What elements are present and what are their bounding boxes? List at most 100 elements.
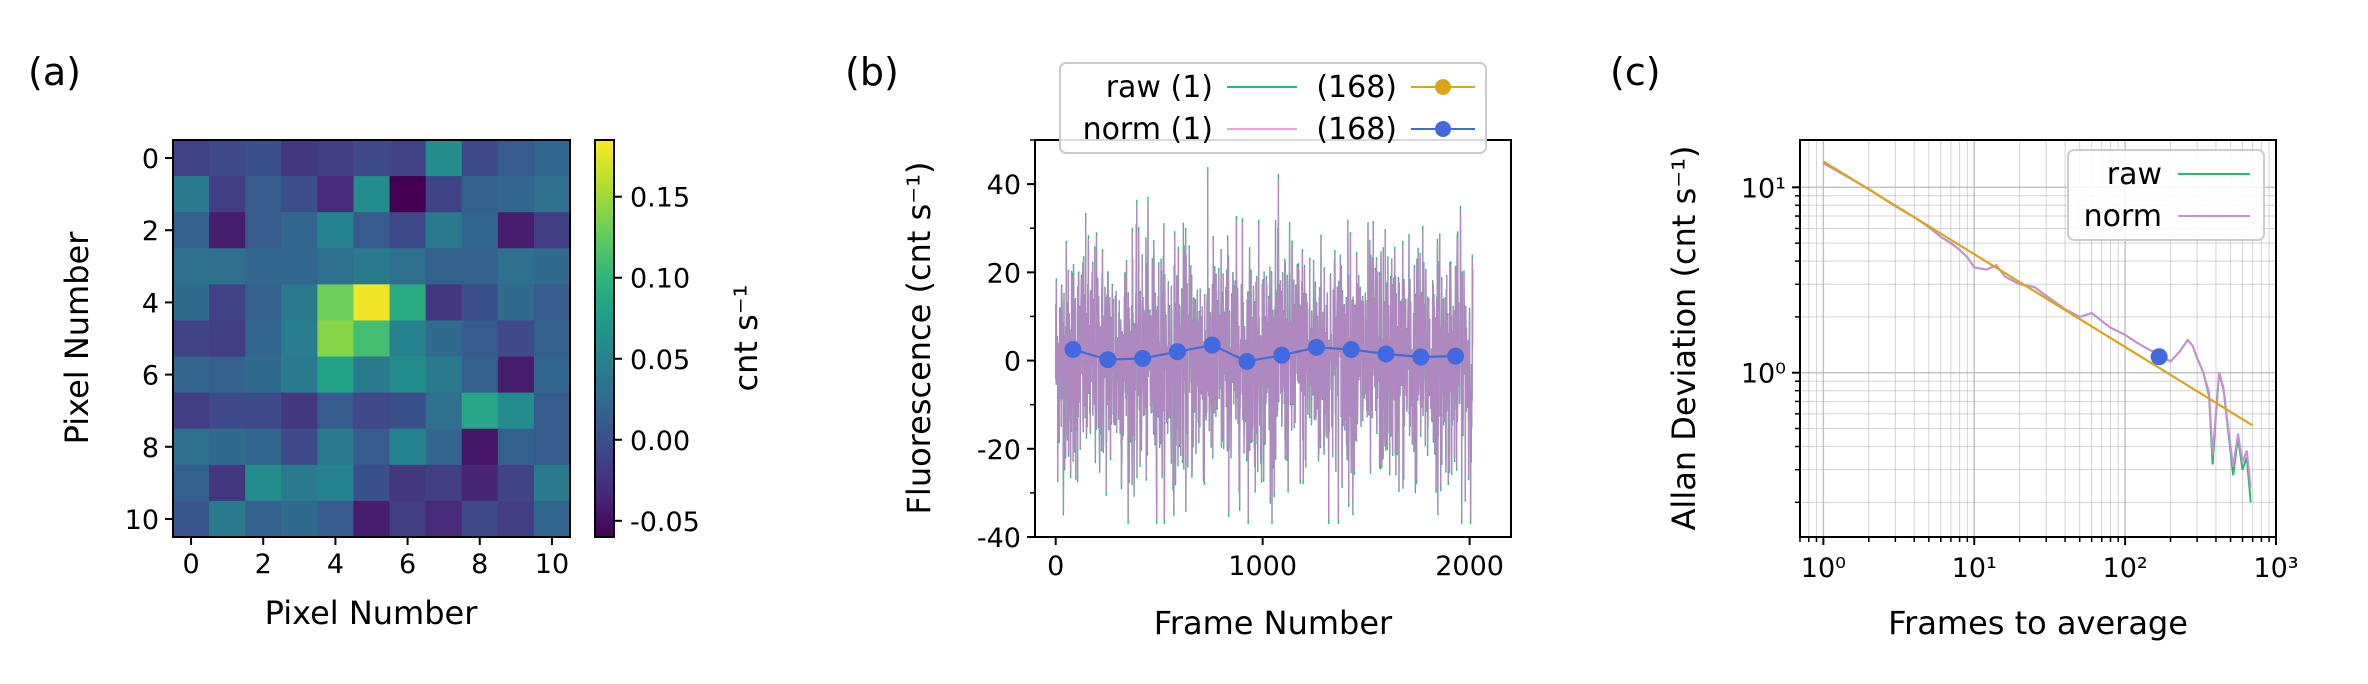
x-tick-label: 10¹ <box>1952 553 1997 584</box>
heatmap-cell <box>353 248 391 285</box>
heatmap-cell <box>461 356 499 394</box>
heatmap-cell <box>389 500 427 538</box>
colorbar-tick-label: 0.05 <box>630 345 690 376</box>
heatmap-cell <box>245 320 282 358</box>
heatmap-cell <box>389 212 427 249</box>
heatmap-cell <box>317 500 354 538</box>
colorbar-tick-label: -0.05 <box>630 507 700 538</box>
heatmap-cell <box>209 212 246 249</box>
heatmap-cell <box>353 284 391 321</box>
colorbar-tick-label: 0.00 <box>630 426 690 457</box>
norm-168-point <box>1273 346 1291 364</box>
heatmap-cell <box>425 176 463 213</box>
heatmap-cell <box>245 392 282 430</box>
heatmap-cell <box>389 176 427 213</box>
heatmap-cell <box>173 392 210 430</box>
heatmap-cell <box>209 464 246 502</box>
heatmap-cell <box>389 284 427 321</box>
heatmap-cell <box>389 392 427 430</box>
heatmap-cell <box>209 176 246 213</box>
heatmap-cell <box>317 284 354 321</box>
allan-y-label: Allan Deviation (cnt s⁻¹) <box>1665 146 1703 531</box>
colorbar <box>594 139 615 538</box>
heatmap-cell <box>245 500 282 538</box>
y-tick-label: 10 <box>125 505 159 536</box>
fluorescence-y-ticks: -40 -20 0 20 40 <box>977 139 1035 554</box>
heatmap-cell <box>245 464 282 502</box>
heatmap-cell <box>533 428 571 466</box>
heatmap-cell <box>317 320 354 358</box>
fluorescence-legend: raw (1) (168) norm (1) (168) <box>1059 62 1487 154</box>
fluorescence-panel: (b) 0 1000 2000 -40 -20 0 20 40 Frame Number F… <box>845 50 1512 642</box>
heatmap-cell <box>353 464 391 502</box>
fluorescence-x-ticks: 0 1000 2000 <box>1047 537 1504 582</box>
legend-raw-168: (168) <box>1316 70 1397 105</box>
heatmap-cell <box>245 356 282 394</box>
heatmap-cell <box>461 176 499 213</box>
heatmap-x-label: Pixel Number <box>265 594 479 632</box>
heatmap-cell <box>389 428 427 466</box>
heatmap-cell <box>317 212 354 249</box>
heatmap-cell <box>245 428 282 466</box>
colorbar-tick-label: 0.15 <box>630 183 690 214</box>
y-tick-label: 6 <box>142 361 159 392</box>
heatmap-cell <box>281 284 318 321</box>
heatmap-cell <box>389 248 427 285</box>
legend-norm-168-marker <box>1435 121 1451 137</box>
heatmap-cell <box>317 176 354 213</box>
heatmap-cell <box>245 140 282 177</box>
heatmap-cell <box>281 392 318 430</box>
heatmap-cell <box>497 428 535 466</box>
heatmap-cell <box>533 140 571 177</box>
heatmap-cell <box>497 212 535 249</box>
heatmap-cell <box>533 464 571 502</box>
heatmap-cell <box>173 320 210 358</box>
x-tick-label: 2000 <box>1435 551 1504 582</box>
panel-c-label: (c) <box>1610 50 1661 94</box>
heatmap-cell <box>209 248 246 285</box>
norm-168-point <box>1238 352 1256 370</box>
x-tick-label: 0 <box>1047 551 1064 582</box>
allan-x-label: Frames to average <box>1888 604 2188 642</box>
heatmap-cell <box>389 356 427 394</box>
norm-168-point <box>1377 345 1395 363</box>
colorbar-ticks: -0.05 0.00 0.05 0.10 0.15 <box>614 183 700 538</box>
heatmap-cell <box>317 464 354 502</box>
norm-168-point <box>1203 336 1221 354</box>
norm-168-point <box>1134 349 1152 367</box>
heatmap-cell <box>497 176 535 213</box>
heatmap-cell <box>461 464 499 502</box>
allan-legend-box <box>2067 149 2265 241</box>
heatmap-y-ticks: 0 2 4 6 8 10 <box>125 144 173 536</box>
heatmap-y-label: Pixel Number <box>58 231 96 445</box>
heatmap-cell <box>497 500 535 538</box>
fluorescence-y-label: Fluorescence (cnt s⁻¹) <box>900 162 938 515</box>
heatmap-cell <box>353 356 391 394</box>
fluorescence-plot-area <box>1055 167 1474 525</box>
heatmap-cell <box>353 500 391 538</box>
heatmap-cell <box>533 392 571 430</box>
heatmap-cell <box>497 356 535 394</box>
y-tick-label: 40 <box>987 170 1021 201</box>
heatmap-cell <box>209 320 246 358</box>
heatmap-cell <box>173 464 210 502</box>
heatmap-cell <box>209 500 246 538</box>
x-tick-label: 4 <box>327 549 344 580</box>
allan-168-point <box>2150 348 2168 366</box>
heatmap-panel: (a) 0 2 4 6 8 10 0 2 4 6 8 10 Pixel Number Pixel N… <box>28 50 765 632</box>
heatmap-cell <box>461 212 499 249</box>
heatmap-cell <box>281 320 318 358</box>
x-tick-label: 8 <box>471 549 488 580</box>
heatmap-cell <box>425 320 463 358</box>
heatmap-cell <box>353 428 391 466</box>
heatmap-cell <box>173 140 210 177</box>
heatmap-frame <box>172 139 571 538</box>
heatmap-cell <box>497 140 535 177</box>
heatmap-cell <box>425 392 463 430</box>
legend-raw-168-marker <box>1435 79 1451 95</box>
heatmap-cell <box>317 356 354 394</box>
allan-axes-frame <box>1799 139 2277 538</box>
heatmap-cell <box>425 140 463 177</box>
y-tick-label: 10¹ <box>1741 173 1786 204</box>
